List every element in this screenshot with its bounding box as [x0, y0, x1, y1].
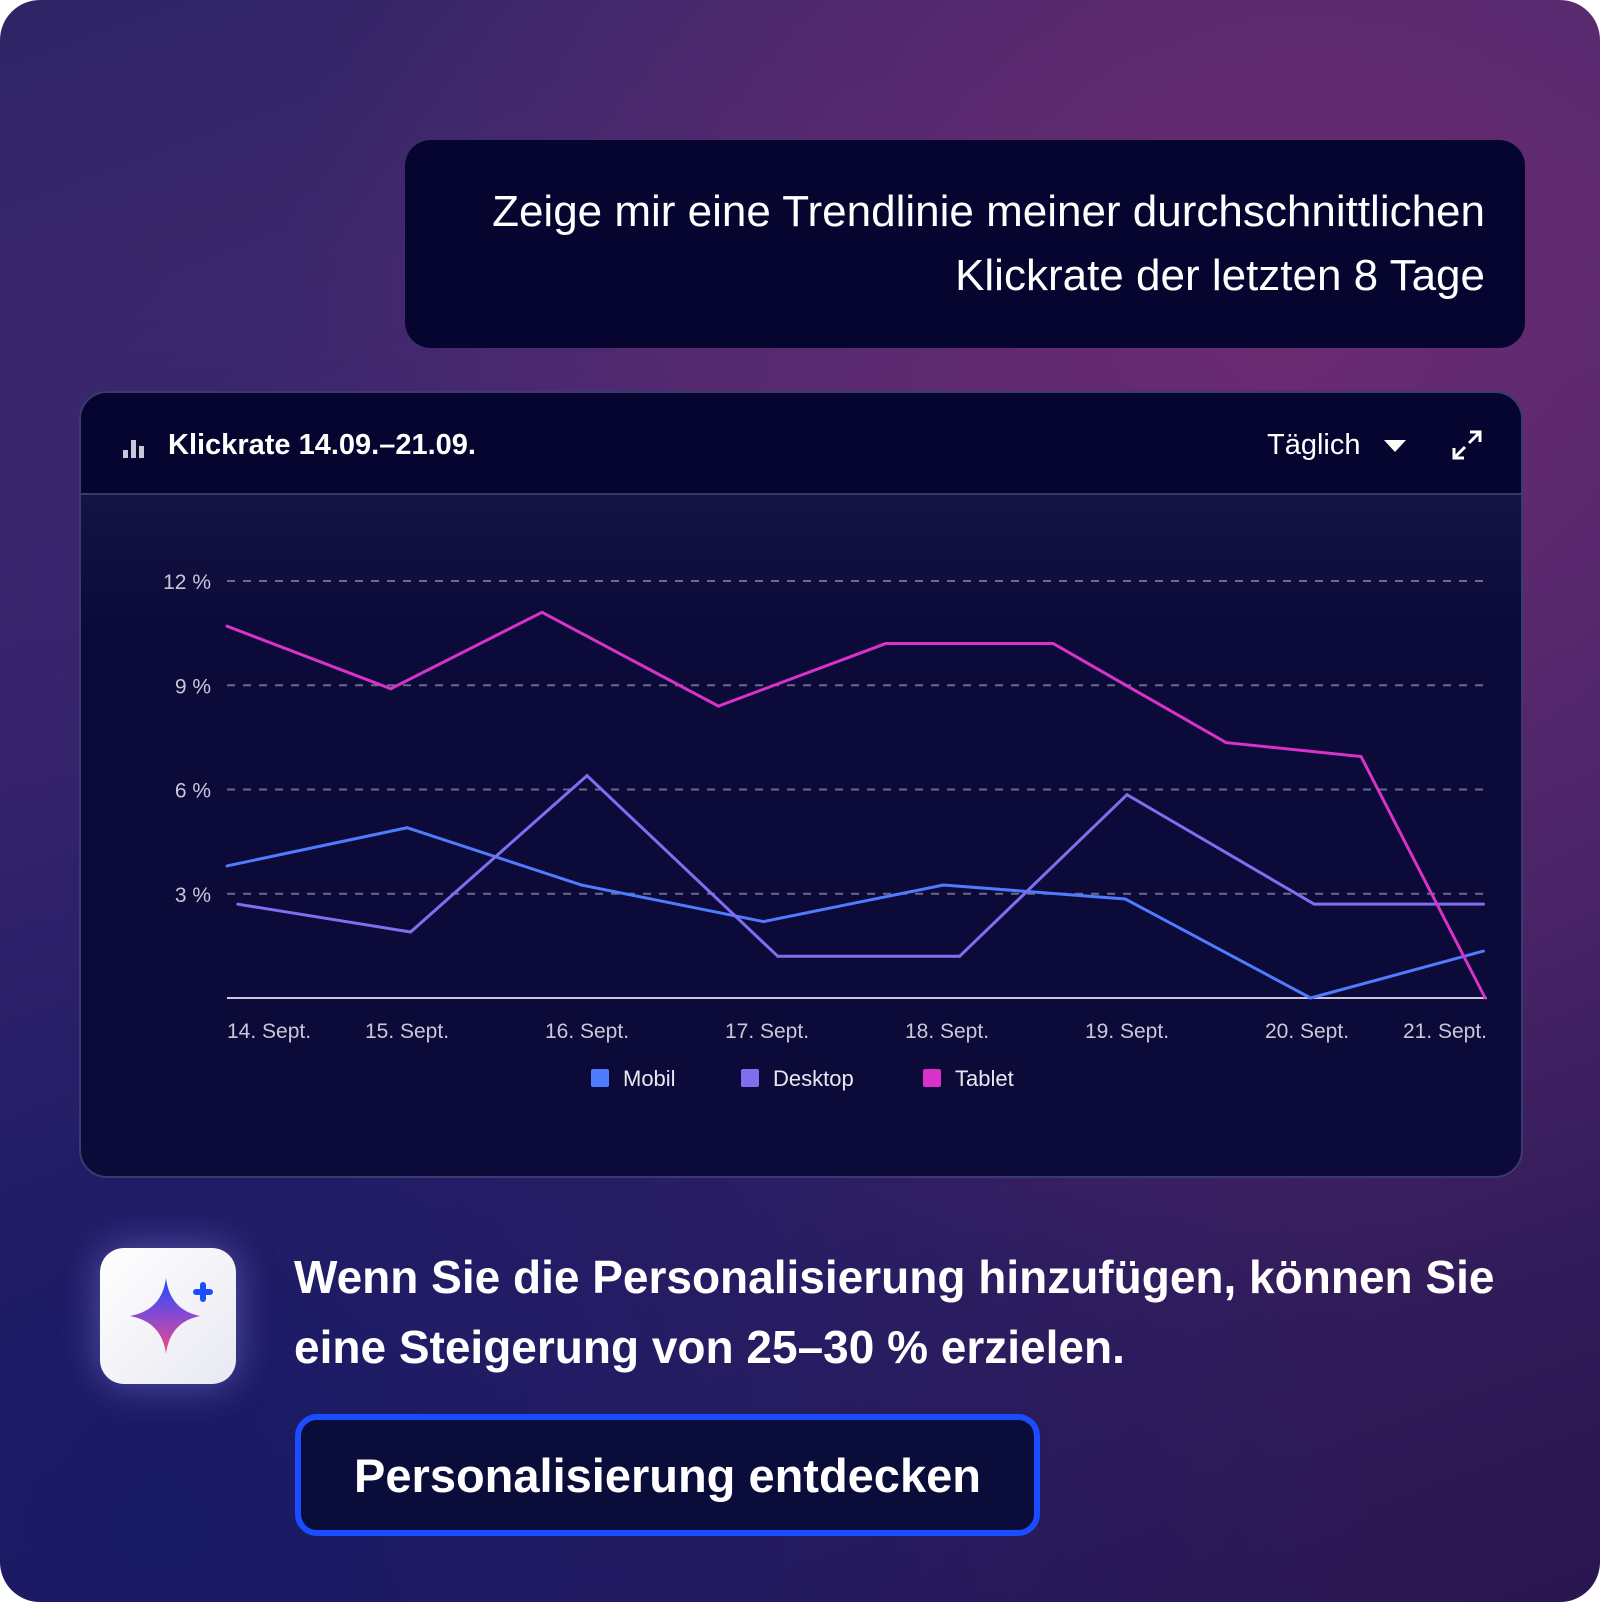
series-line-desktop	[237, 773, 1484, 958]
chart-title: Klickrate 14.09.–21.09.	[168, 429, 476, 461]
sparkle-icon	[130, 1278, 213, 1354]
bar-chart-icon	[123, 440, 144, 458]
data-point-tablet	[884, 642, 888, 646]
explore-personalization-button[interactable]: Personalisierung entdecken	[295, 1414, 1040, 1536]
x-tick-label: 15. Sept.	[365, 1020, 449, 1043]
legend-swatch-mobil	[591, 1069, 609, 1087]
series-line-tablet	[226, 610, 1487, 999]
data-point-mobil	[225, 864, 229, 868]
user-prompt-bubble: Zeige mir eine Trendlinie meiner durchsc…	[405, 140, 1525, 348]
y-tick-label: 3 %	[175, 884, 211, 907]
data-point-mobil	[941, 883, 945, 887]
data-point-tablet	[716, 704, 720, 708]
data-point-mobil	[580, 883, 584, 887]
data-point-mobil	[1309, 996, 1313, 1000]
legend-label: Tablet	[955, 1066, 1014, 1091]
x-tick-label: 21. Sept.	[1403, 1020, 1487, 1043]
user-prompt-text: Zeige mir eine Trendlinie meiner durchsc…	[492, 187, 1485, 300]
data-point-mobil	[405, 826, 409, 830]
x-tick-label: 18. Sept.	[905, 1020, 989, 1043]
data-point-desktop	[409, 930, 413, 934]
y-tick-label: 12 %	[163, 571, 211, 594]
y-tick-label: 9 %	[175, 675, 211, 698]
data-point-mobil	[1123, 897, 1127, 901]
chart-card: Klickrate 14.09.–21.09. Täglich 3 % 6 % 9 …	[79, 391, 1523, 1178]
chevron-down-icon[interactable]	[1384, 440, 1406, 452]
insight-text: Wenn Sie die Personalisierung hinzufügen…	[294, 1251, 1495, 1373]
line-chart: 3 % 6 % 9 % 12 % 14. Sept. 15. Sept. 16. Sept.…	[163, 571, 1487, 1091]
data-point-tablet	[1051, 642, 1055, 646]
x-tick-label: 17. Sept.	[725, 1020, 809, 1043]
data-point-tablet	[225, 624, 229, 628]
y-tick-label: 6 %	[175, 780, 211, 803]
x-tick-label: 20. Sept.	[1265, 1020, 1349, 1043]
data-point-desktop	[776, 954, 780, 958]
series-line-mobil	[226, 826, 1484, 1000]
data-point-desktop	[1312, 902, 1316, 906]
data-point-mobil	[761, 920, 765, 924]
data-point-desktop	[1481, 902, 1485, 906]
data-point-tablet	[1224, 741, 1228, 745]
data-point-tablet	[1483, 996, 1487, 1000]
expand-icon[interactable]	[1451, 429, 1483, 461]
ai-assistant-icon	[100, 1248, 236, 1384]
legend-label: Mobil	[623, 1066, 676, 1091]
data-point-tablet	[540, 610, 544, 614]
data-point-mobil	[1481, 949, 1485, 953]
legend-label: Desktop	[773, 1066, 854, 1091]
chart-card-header: Klickrate 14.09.–21.09. Täglich	[81, 393, 1521, 495]
data-point-desktop	[1125, 793, 1129, 797]
period-select[interactable]: Täglich	[1267, 429, 1361, 461]
data-point-tablet	[1359, 754, 1363, 758]
legend-swatch-desktop	[741, 1069, 759, 1087]
data-point-desktop	[236, 902, 240, 906]
data-point-tablet	[389, 687, 393, 691]
legend-swatch-tablet	[923, 1069, 941, 1087]
data-point-desktop	[958, 954, 962, 958]
data-point-desktop	[585, 774, 589, 778]
x-tick-label: 14. Sept.	[227, 1020, 311, 1043]
x-tick-label: 19. Sept.	[1085, 1020, 1169, 1043]
x-tick-label: 16. Sept.	[545, 1020, 629, 1043]
